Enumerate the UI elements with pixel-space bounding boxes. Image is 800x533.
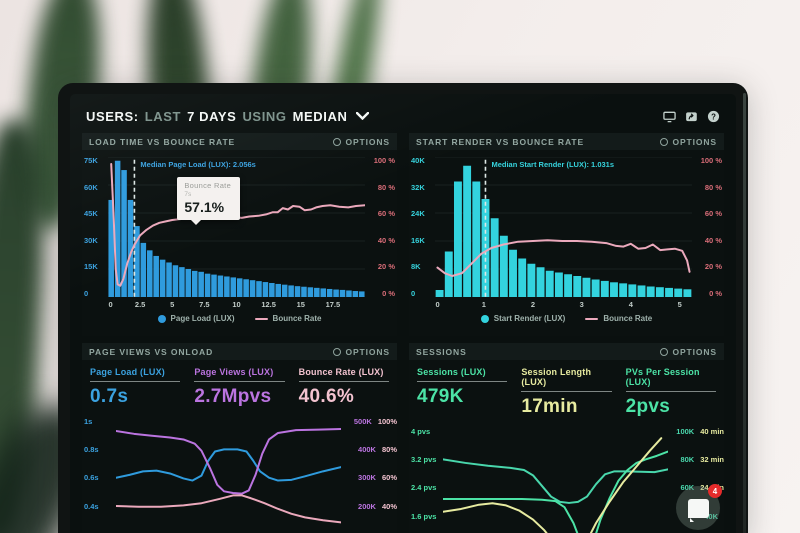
gear-icon — [660, 137, 669, 146]
days-label: 7 DAYS — [187, 108, 237, 124]
dot-icon — [157, 314, 166, 323]
options-button[interactable]: OPTIONS — [333, 347, 390, 357]
median-annotation: Median Page Load (LUX): 2.056s — [140, 160, 256, 169]
legend: Start Render (LUX) Bounce Rate — [409, 311, 724, 326]
metric-pvs-per-session: PVs Per Session (LUX) 2pvs — [625, 367, 716, 418]
using-label: USING — [242, 108, 287, 124]
chat-bubble-icon — [687, 498, 709, 522]
median-label: MEDIAN — [292, 108, 348, 124]
panel-page-views: PAGE VIEWS VS ONLOAD OPTIONS Page Load (… — [82, 343, 397, 533]
panel-title: LOAD TIME VS BOUNCE RATE — [89, 136, 236, 147]
y-axis-left: 75K 60K 45K 30K 15K 0 — [84, 156, 98, 298]
chart-area: 40K 32K 24K 16K 8K 0 Median Start Render (LUX… — [409, 157, 724, 297]
panel-title: SESSIONS — [416, 346, 467, 357]
chart-area: 75K 60K 45K 30K 15K 0 Median Page Load (LUX):… — [82, 157, 397, 297]
panel-grid: LOAD TIME VS BOUNCE RATE OPTIONS 75K 60K 4… — [82, 133, 724, 533]
chevron-down-icon — [355, 112, 369, 120]
panel-sessions: SESSIONS OPTIONS Sessions (LUX) 479K Ses… — [409, 343, 724, 533]
gear-icon — [660, 347, 669, 356]
share-icon[interactable] — [685, 110, 698, 123]
dashboard-screen: USERS: LAST 7 DAYS USING MEDIAN ? — [70, 94, 736, 533]
y-axis-right: 100 % 80 % 60 % 40 % 20 % 0 % — [700, 156, 722, 298]
panel-load-time-titlebar: LOAD TIME VS BOUNCE RATE OPTIONS — [82, 133, 397, 150]
y-axis-right: 100 % 80 % 60 % 40 % 20 % 0 % — [373, 156, 395, 298]
dot-icon — [480, 314, 489, 323]
metric-session-length: Session Length (LUX) 17min — [521, 367, 612, 418]
line-icon — [585, 317, 599, 320]
metric-bounce-rate: Bounce Rate (LUX) 40.6% — [298, 367, 389, 408]
legend-page-load[interactable]: Page Load (LUX) — [157, 314, 235, 323]
metric-page-load: Page Load (LUX) 0.7s — [90, 367, 181, 408]
panel-title: PAGE VIEWS VS ONLOAD — [89, 346, 214, 357]
timeframe-dropdown[interactable]: USERS: LAST 7 DAYS USING MEDIAN — [86, 109, 369, 124]
load-time-chart[interactable]: Median Page Load (LUX): 2.056s Bounce Ra… — [108, 157, 365, 297]
median-annotation: Median Start Render (LUX): 1.031s — [491, 160, 614, 169]
metric-row: Page Load (LUX) 0.7s Page Views (LUX) 2.… — [82, 360, 397, 410]
svg-text:?: ? — [711, 112, 716, 121]
panel-load-time: LOAD TIME VS BOUNCE RATE OPTIONS 75K 60K 4… — [82, 133, 397, 336]
panel-start-render-titlebar: START RENDER VS BOUNCE RATE OPTIONS — [409, 133, 724, 150]
header-toolbar: ? — [663, 110, 720, 123]
help-icon[interactable]: ? — [707, 110, 720, 123]
panel-sessions-titlebar: SESSIONS OPTIONS — [409, 343, 724, 360]
gear-icon — [333, 137, 342, 146]
display-icon[interactable] — [663, 110, 676, 123]
legend-bounce-rate[interactable]: Bounce Rate — [585, 314, 652, 323]
metric-row: Sessions (LUX) 479K Session Length (LUX)… — [409, 360, 724, 420]
gear-icon — [333, 347, 342, 356]
sessions-chart[interactable] — [443, 424, 668, 533]
legend-start-render[interactable]: Start Render (LUX) — [480, 314, 565, 323]
y-axis-left: 40K 32K 24K 16K 8K 0 — [411, 156, 425, 298]
panel-title: START RENDER VS BOUNCE RATE — [416, 136, 585, 147]
panel-page-views-titlebar: PAGE VIEWS VS ONLOAD OPTIONS — [82, 343, 397, 360]
panel-start-render: START RENDER VS BOUNCE RATE OPTIONS 40K 3… — [409, 133, 724, 336]
legend-bounce-rate[interactable]: Bounce Rate — [254, 314, 321, 323]
notification-badge: 4 — [708, 484, 722, 498]
options-button[interactable]: OPTIONS — [333, 137, 390, 147]
metric-page-views: Page Views (LUX) 2.7Mpvs — [194, 367, 285, 408]
options-button[interactable]: OPTIONS — [660, 137, 717, 147]
laptop: USERS: LAST 7 DAYS USING MEDIAN ? — [58, 83, 748, 533]
x-axis: 0 2.5 5 7.5 10 12.5 15 17.5 — [108, 300, 341, 309]
users-label: USERS: — [86, 108, 139, 124]
bounce-rate-tooltip: Bounce Rate 7s 57.1% — [177, 176, 241, 225]
legend: Page Load (LUX) Bounce Rate — [82, 311, 397, 326]
chat-widget-button[interactable]: 4 — [676, 484, 722, 530]
line-icon — [254, 317, 268, 320]
chart-area: 1s 0.8s 0.6s 0.4s 500K 100% 400K 80% 300K 6… — [82, 414, 397, 532]
chart-area: 4 pvs 3.2 pvs 2.4 pvs 1.6 pvs 100K 40 min… — [409, 424, 724, 533]
options-button[interactable]: OPTIONS — [660, 347, 717, 357]
page-views-chart[interactable] — [116, 414, 341, 532]
dashboard-header: USERS: LAST 7 DAYS USING MEDIAN ? — [82, 103, 724, 129]
last-label: LAST — [144, 108, 182, 124]
y-axis-right: 500K 100% 400K 80% 300K 60% 200K 40% — [353, 416, 397, 511]
metric-sessions: Sessions (LUX) 479K — [417, 367, 508, 418]
y-axis-left: 1s 0.8s 0.6s 0.4s — [84, 416, 99, 511]
start-render-chart[interactable]: Median Start Render (LUX): 1.031s — [435, 157, 692, 297]
y-axis-left: 4 pvs 3.2 pvs 2.4 pvs 1.6 pvs — [411, 426, 437, 521]
